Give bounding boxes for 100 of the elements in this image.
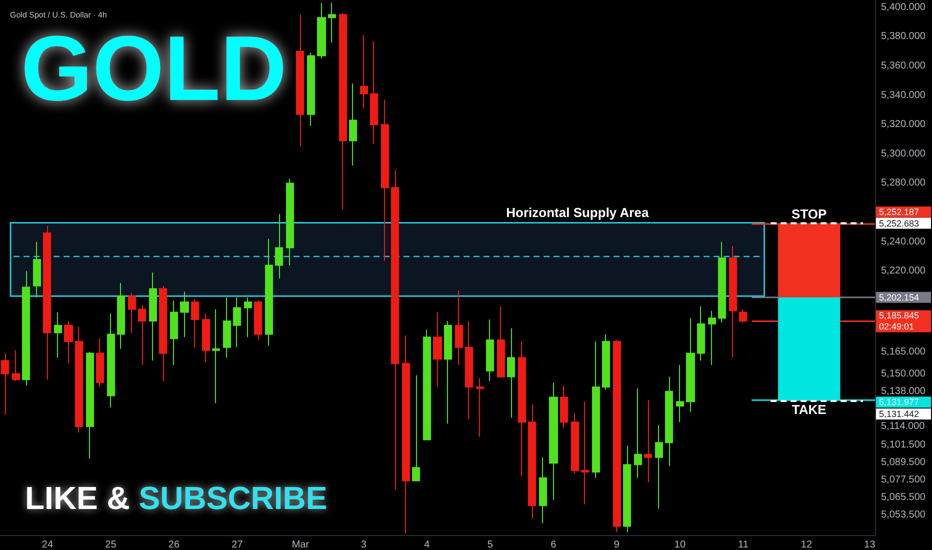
chart-title: GOLD (21, 18, 287, 120)
candlestick (191, 298, 199, 348)
candlestick (644, 400, 652, 483)
ref-line-label: 5,252.187 (879, 206, 920, 217)
candlestick (423, 329, 431, 440)
candlestick (433, 312, 442, 388)
x-tick-label: 12 (800, 540, 812, 550)
candlestick (223, 297, 231, 358)
candlestick (697, 306, 705, 362)
candlestick (465, 320, 473, 420)
x-tick-label: 6 (550, 540, 557, 550)
candlestick (212, 308, 220, 404)
candlestick (592, 341, 600, 478)
x-tick-label: 3 (360, 540, 367, 550)
candlestick (86, 351, 94, 460)
ref-line-label: 5,131.442 (879, 408, 920, 419)
candlestick (613, 340, 621, 533)
y-tick-label: 5,380.000 (881, 31, 926, 42)
candlestick (117, 282, 125, 350)
candlestick (549, 382, 558, 500)
candlestick (275, 214, 283, 279)
x-tick-label: 13 (864, 540, 876, 550)
candlestick (307, 52, 315, 127)
candlestick (128, 292, 136, 334)
candlestick (1, 352, 9, 416)
candlestick (655, 424, 663, 510)
y-tick-label: 5,300.000 (881, 148, 926, 160)
candlestick (739, 308, 747, 323)
x-tick-label: 27 (232, 540, 244, 550)
band-label: TAKE (792, 402, 827, 418)
candlestick (476, 378, 484, 438)
candlestick (665, 376, 673, 467)
candlestick (676, 364, 684, 423)
candlestick (22, 270, 30, 386)
ref-line-label: 5,131.977 (879, 397, 920, 408)
candlestick (159, 285, 167, 382)
candlestick (75, 326, 83, 433)
candlestick (686, 318, 695, 412)
x-tick-label: 11 (738, 540, 749, 550)
y-tick-label: 5,065.500 (881, 492, 926, 504)
x-tick-label: 26 (168, 540, 180, 550)
x-tick-label: 25 (105, 540, 117, 550)
candlestick (571, 412, 579, 474)
y-tick-label: 5,165.000 (881, 346, 926, 358)
candlestick (412, 374, 420, 482)
candlestick (518, 341, 526, 477)
y-tick-label: 5,077.500 (881, 474, 926, 486)
x-tick-label: 5 (487, 540, 494, 550)
y-tick-label: 5,280.000 (881, 178, 926, 189)
candlestick (391, 170, 399, 490)
x-tick-label: 4 (424, 540, 430, 550)
candlestick (64, 320, 73, 364)
candlestick (581, 401, 589, 505)
y-tick-label: 5,320.000 (881, 119, 926, 130)
candlestick (254, 300, 262, 341)
candlestick (729, 246, 737, 358)
x-tick-label: 9 (614, 540, 620, 550)
candlestick (602, 334, 610, 390)
candlestick (444, 320, 452, 424)
candlestick (370, 40, 378, 144)
candlestick (528, 404, 536, 520)
candlestick (718, 241, 726, 323)
candlestick (623, 445, 631, 533)
text: Gold Spot / U.S. Dollar · 4h (10, 10, 107, 20)
y-tick-label: 5,089.500 (881, 456, 926, 468)
candlestick (33, 241, 41, 298)
x-tick-label: Mar (292, 540, 310, 550)
candlestick (180, 291, 189, 338)
candlestick (149, 272, 157, 362)
candlestick (634, 388, 642, 478)
candlestick (202, 313, 210, 363)
y-tick-label: 5,340.000 (881, 90, 926, 101)
candlestick (233, 297, 241, 348)
annotation: LIKE & SUBSCRIBE (25, 480, 328, 516)
y-tick-label: 5,220.000 (881, 266, 926, 277)
ref-line-label: 5,252.683 (879, 218, 920, 228)
candlestick (507, 328, 515, 418)
y-tick-label: 5,101.500 (881, 439, 926, 450)
candlestick (265, 238, 273, 346)
y-tick-label: 5,360.000 (881, 60, 926, 72)
ref-line-label: 5,202.154 (879, 292, 920, 302)
candlestick (339, 12, 347, 210)
candlestick (107, 313, 115, 408)
candlestick (360, 34, 368, 109)
x-tick-label: 24 (42, 540, 54, 550)
y-tick-label: 5,400.000 (881, 2, 926, 13)
y-tick-label: 5,114.000 (881, 421, 926, 432)
candlestick (328, 2, 336, 44)
band-label: STOP (792, 206, 828, 222)
candlestick (317, 2, 326, 60)
candlestick (43, 225, 51, 380)
y-tick-label: 5,138.000 (881, 386, 926, 397)
candlestick (497, 306, 505, 379)
candlestick (286, 178, 294, 266)
candlestick (138, 304, 146, 366)
candlestick (539, 456, 547, 524)
candlestick (296, 14, 304, 148)
candlestick (560, 384, 568, 428)
candlestick (349, 83, 357, 166)
band-label: Horizontal Supply Area (506, 204, 650, 220)
